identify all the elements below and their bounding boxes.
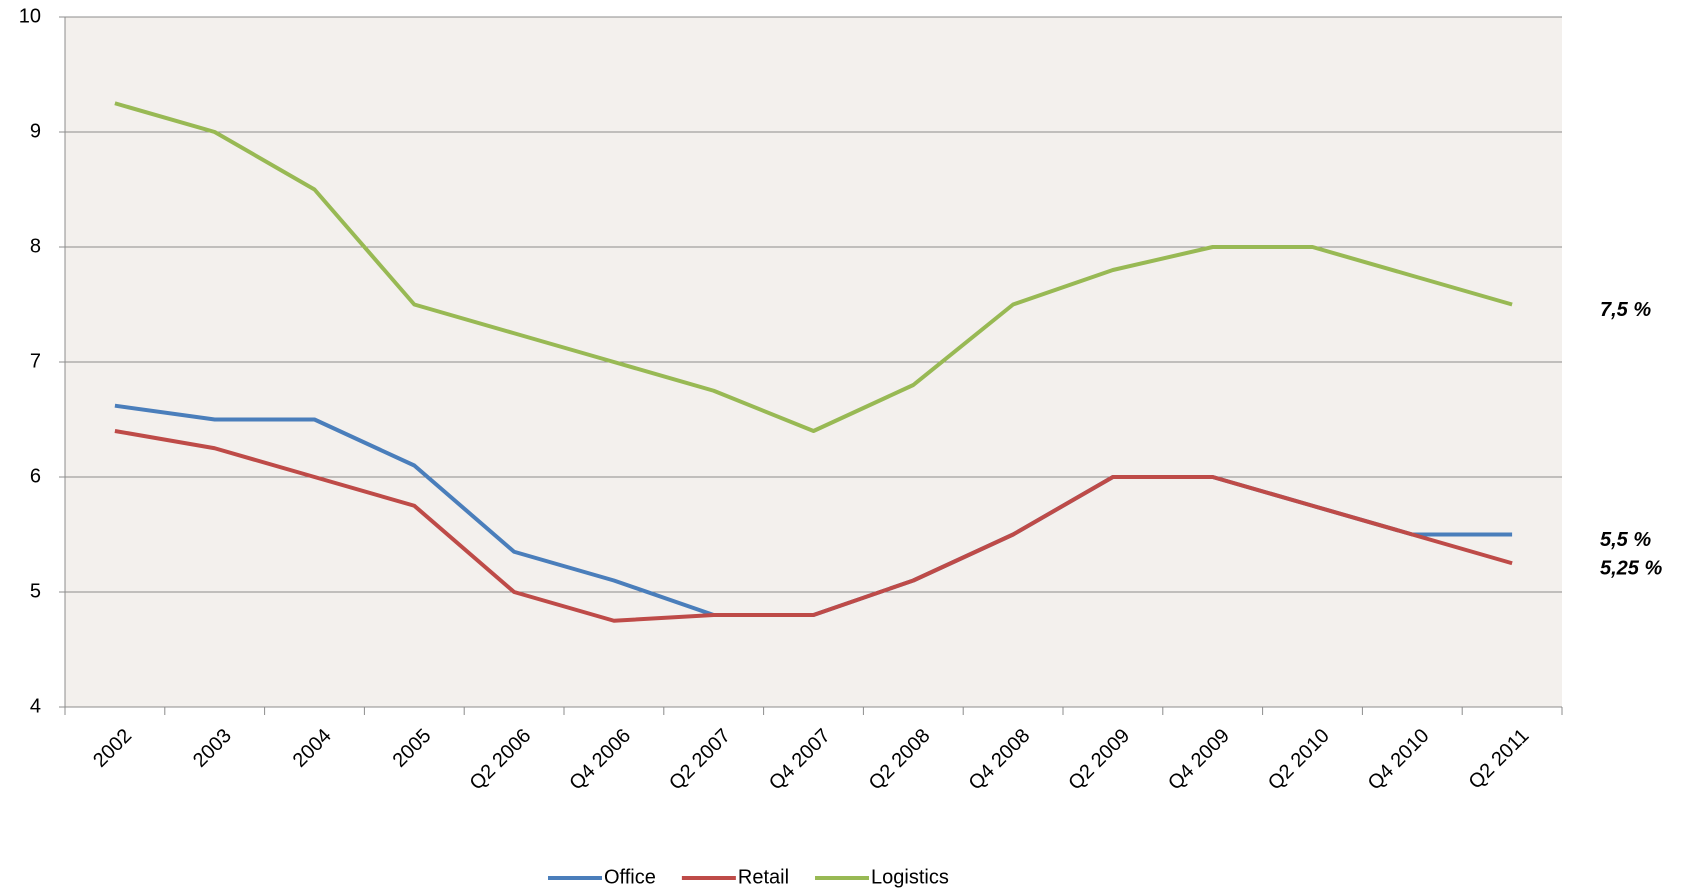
y-tick-label: 5 — [30, 580, 41, 602]
x-tick-label: Q2 2009 — [1064, 725, 1134, 795]
y-tick-label: 10 — [19, 5, 41, 27]
y-tick-label: 8 — [30, 235, 41, 257]
y-tick-label: 7 — [30, 350, 41, 372]
x-tick-label: Q4 2006 — [565, 725, 635, 795]
x-tick-label: Q4 2009 — [1164, 725, 1234, 795]
x-tick-label: Q4 2007 — [765, 725, 835, 795]
x-tick-label: Q2 2008 — [865, 725, 935, 795]
line-series — [114, 101, 1513, 433]
legend-label: Logistics — [871, 866, 949, 888]
x-tick-label: 2005 — [389, 725, 436, 772]
x-tick-label: Q2 2006 — [466, 725, 536, 795]
line-series — [114, 429, 1513, 623]
x-tick-label: Q4 2008 — [965, 725, 1035, 795]
y-tick-label: 9 — [30, 120, 41, 142]
x-tick-label: Q2 2010 — [1264, 725, 1334, 795]
x-tick-label: Q2 2011 — [1465, 725, 1534, 794]
end-label: 7,5 % — [1600, 299, 1651, 321]
y-tick-label: 4 — [30, 695, 41, 717]
x-tick-label: 2003 — [189, 725, 236, 772]
x-tick-label: Q2 2007 — [665, 725, 735, 795]
legend-label: Office — [604, 866, 656, 888]
end-label: 5,25 % — [1600, 558, 1662, 580]
x-tick-label: 2002 — [89, 725, 136, 772]
x-tick-label: Q4 2010 — [1364, 725, 1434, 795]
legend-label: Retail — [738, 866, 789, 888]
end-label: 5,5 % — [1600, 529, 1651, 551]
y-tick-label: 6 — [30, 465, 41, 487]
x-tick-label: 2004 — [289, 725, 336, 772]
